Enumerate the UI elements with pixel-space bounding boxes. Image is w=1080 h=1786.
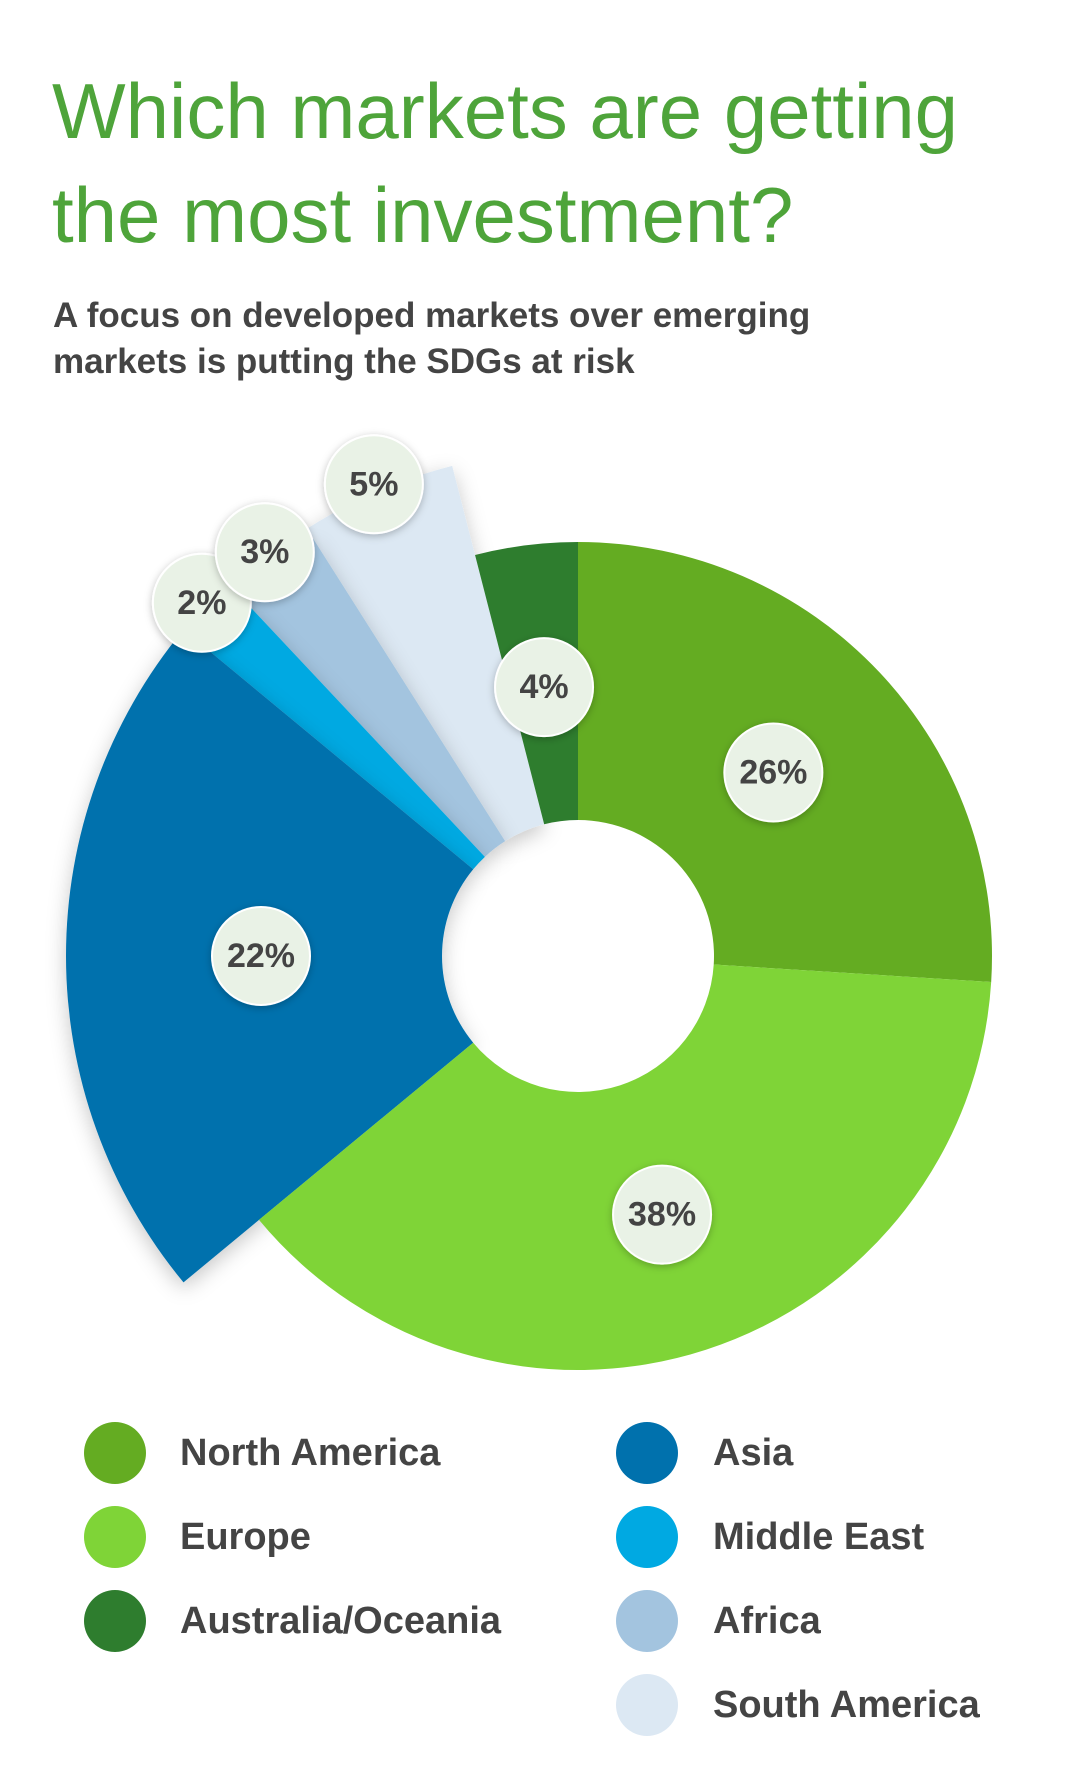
legend-label: Middle East	[713, 1516, 924, 1558]
text-line: the most investment?	[52, 171, 793, 259]
data-label: 38%	[628, 1196, 696, 1234]
chart-subtitle: A focus on developed markets over emergi…	[53, 296, 810, 381]
legend-swatch	[616, 1506, 678, 1568]
data-label: 4%	[519, 668, 568, 706]
label-bubble	[612, 1164, 713, 1265]
label-bubble	[211, 906, 311, 1006]
data-label: 26%	[739, 754, 807, 792]
legend-label: Europe	[180, 1516, 311, 1558]
label-bubble	[214, 502, 315, 603]
data-labels: 26% 38% 22% 2% 3% 5% 4%	[151, 434, 824, 1265]
legend-swatch	[616, 1590, 678, 1652]
legend-label: Asia	[713, 1432, 794, 1474]
pie-slice	[188, 587, 485, 870]
pie-slice	[259, 964, 992, 1371]
legend-label: Australia/Oceania	[180, 1600, 502, 1642]
legend-swatch	[84, 1590, 146, 1652]
chart-title: Which markets are getting the most invest…	[52, 67, 958, 259]
legend-swatch	[616, 1674, 678, 1736]
pie-slice	[306, 465, 545, 842]
label-bubble	[723, 722, 824, 823]
legend-label: Africa	[713, 1600, 822, 1642]
text-line: markets is putting the SDGs at risk	[53, 342, 635, 381]
legend-swatch	[84, 1506, 146, 1568]
legend-swatch	[616, 1422, 678, 1484]
legend-swatch	[84, 1422, 146, 1484]
data-label: 5%	[349, 465, 398, 503]
text-line: Which markets are getting	[52, 67, 958, 155]
data-label: 2%	[177, 584, 226, 622]
text-line: A focus on developed markets over emergi…	[53, 296, 810, 335]
legend-label: South America	[713, 1684, 981, 1726]
legend: North America Europe Australia/Oceania Asia…	[84, 1422, 981, 1736]
label-bubble	[494, 637, 595, 738]
label-bubble	[323, 434, 424, 535]
data-label: 3%	[240, 533, 289, 571]
pie-slice	[239, 538, 506, 857]
legend-label: North America	[180, 1432, 441, 1474]
data-label: 22%	[227, 937, 295, 975]
